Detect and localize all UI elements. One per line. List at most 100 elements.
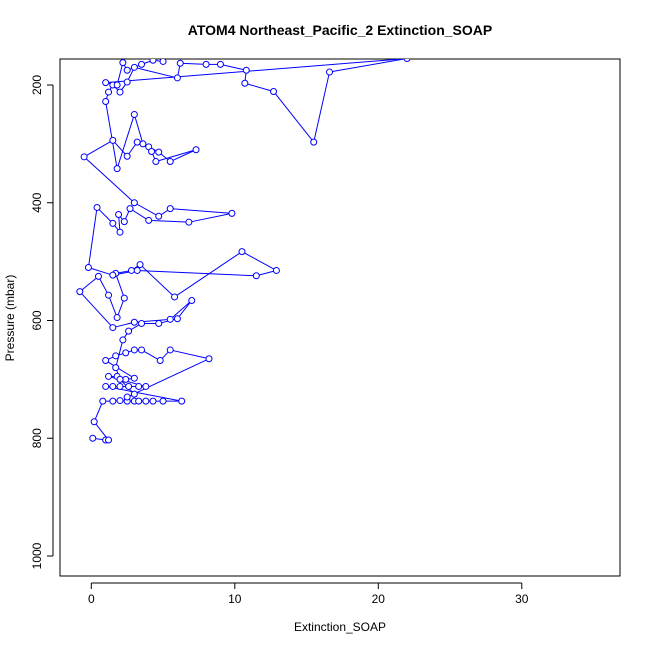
y-tick-label: 200 bbox=[30, 75, 44, 95]
data-point bbox=[135, 397, 143, 405]
x-tick-label: 30 bbox=[515, 592, 529, 606]
data-point bbox=[159, 59, 167, 65]
data-point bbox=[119, 59, 127, 67]
data-point bbox=[138, 60, 146, 68]
series-line-segment bbox=[105, 101, 118, 169]
series-line-segment bbox=[93, 400, 104, 422]
data-point bbox=[156, 357, 164, 365]
data-point bbox=[123, 66, 131, 74]
data-point bbox=[192, 146, 200, 154]
data-point bbox=[93, 203, 101, 211]
data-point bbox=[113, 314, 121, 322]
data-point bbox=[109, 382, 117, 390]
series-line-segment bbox=[105, 59, 408, 84]
data-point bbox=[89, 434, 97, 442]
data-point bbox=[116, 397, 124, 405]
data-point bbox=[105, 88, 113, 96]
plot-area-border bbox=[59, 58, 621, 577]
data-point bbox=[228, 209, 236, 217]
chart-title: ATOM4 Northeast_Pacific_2 Extinction_SOA… bbox=[188, 22, 492, 38]
x-tick-label: 0 bbox=[88, 592, 95, 606]
data-point bbox=[80, 153, 88, 161]
data-point bbox=[115, 211, 123, 219]
data-point bbox=[130, 199, 138, 207]
data-point bbox=[242, 66, 250, 74]
data-point bbox=[84, 264, 92, 272]
data-point bbox=[166, 315, 174, 323]
series-layer bbox=[76, 59, 411, 444]
data-point bbox=[238, 248, 246, 256]
data-point bbox=[102, 382, 110, 390]
series-line-segment bbox=[87, 207, 98, 268]
series-line-segment bbox=[105, 360, 135, 379]
data-point bbox=[166, 205, 174, 213]
series-line-segment bbox=[329, 59, 408, 73]
series-line-segment bbox=[88, 267, 113, 276]
data-point bbox=[133, 266, 141, 274]
data-point bbox=[76, 288, 84, 296]
series-line-segment bbox=[155, 149, 197, 163]
data-point bbox=[127, 266, 135, 274]
data-point bbox=[102, 97, 110, 105]
series-line-segment bbox=[134, 202, 159, 217]
x-axis: 0 10 20 30 bbox=[88, 582, 529, 606]
data-point bbox=[326, 68, 334, 76]
data-point bbox=[166, 158, 174, 166]
data-point bbox=[130, 390, 138, 398]
series-line-segment bbox=[115, 339, 124, 368]
series-line-segment bbox=[79, 275, 99, 293]
series-line-segment bbox=[188, 212, 233, 223]
data-point bbox=[252, 272, 260, 280]
data-point bbox=[138, 346, 146, 354]
data-point bbox=[135, 382, 143, 390]
data-point bbox=[116, 228, 124, 236]
series-line-segment bbox=[169, 300, 193, 320]
series-line-segment bbox=[112, 140, 128, 157]
data-point bbox=[178, 397, 186, 405]
data-point bbox=[130, 110, 138, 118]
data-point bbox=[142, 382, 150, 390]
data-point bbox=[202, 60, 210, 68]
series-line-segment bbox=[174, 251, 243, 298]
data-point bbox=[123, 152, 131, 160]
series-line-segment bbox=[108, 295, 118, 318]
y-tick-label: 600 bbox=[30, 310, 44, 330]
data-point bbox=[122, 349, 130, 357]
data-point bbox=[109, 219, 117, 227]
series-line-segment bbox=[115, 273, 125, 299]
data-point bbox=[120, 294, 128, 302]
data-point bbox=[155, 148, 163, 156]
y-axis: 200 400 600 800 1000 bbox=[30, 75, 54, 569]
data-point bbox=[116, 382, 124, 390]
series-line-segment bbox=[141, 349, 161, 361]
data-point bbox=[105, 436, 113, 444]
series-line-segment bbox=[148, 219, 189, 223]
data-point bbox=[109, 271, 117, 279]
series-line-segment bbox=[180, 62, 207, 65]
data-point bbox=[205, 355, 213, 363]
data-point bbox=[125, 382, 133, 390]
data-point bbox=[166, 346, 174, 354]
data-point bbox=[185, 218, 193, 226]
data-point bbox=[99, 397, 107, 405]
series-line-segment bbox=[129, 208, 149, 221]
data-point bbox=[241, 79, 249, 87]
x-axis-label: Extinction_SOAP bbox=[294, 620, 386, 634]
data-point bbox=[113, 81, 121, 89]
data-point bbox=[122, 375, 130, 383]
data-point bbox=[149, 59, 157, 64]
data-point bbox=[270, 87, 278, 95]
series-line-segment bbox=[126, 358, 210, 398]
data-point bbox=[116, 375, 124, 383]
data-point bbox=[102, 357, 110, 365]
data-point bbox=[125, 327, 133, 335]
data-point bbox=[123, 78, 131, 86]
series-line-segment bbox=[170, 208, 232, 214]
data-point bbox=[109, 136, 117, 144]
data-point bbox=[112, 352, 120, 360]
data-point bbox=[272, 266, 280, 274]
series-line-segment bbox=[170, 149, 197, 162]
data-point bbox=[403, 59, 411, 63]
series-line-segment bbox=[116, 114, 135, 169]
